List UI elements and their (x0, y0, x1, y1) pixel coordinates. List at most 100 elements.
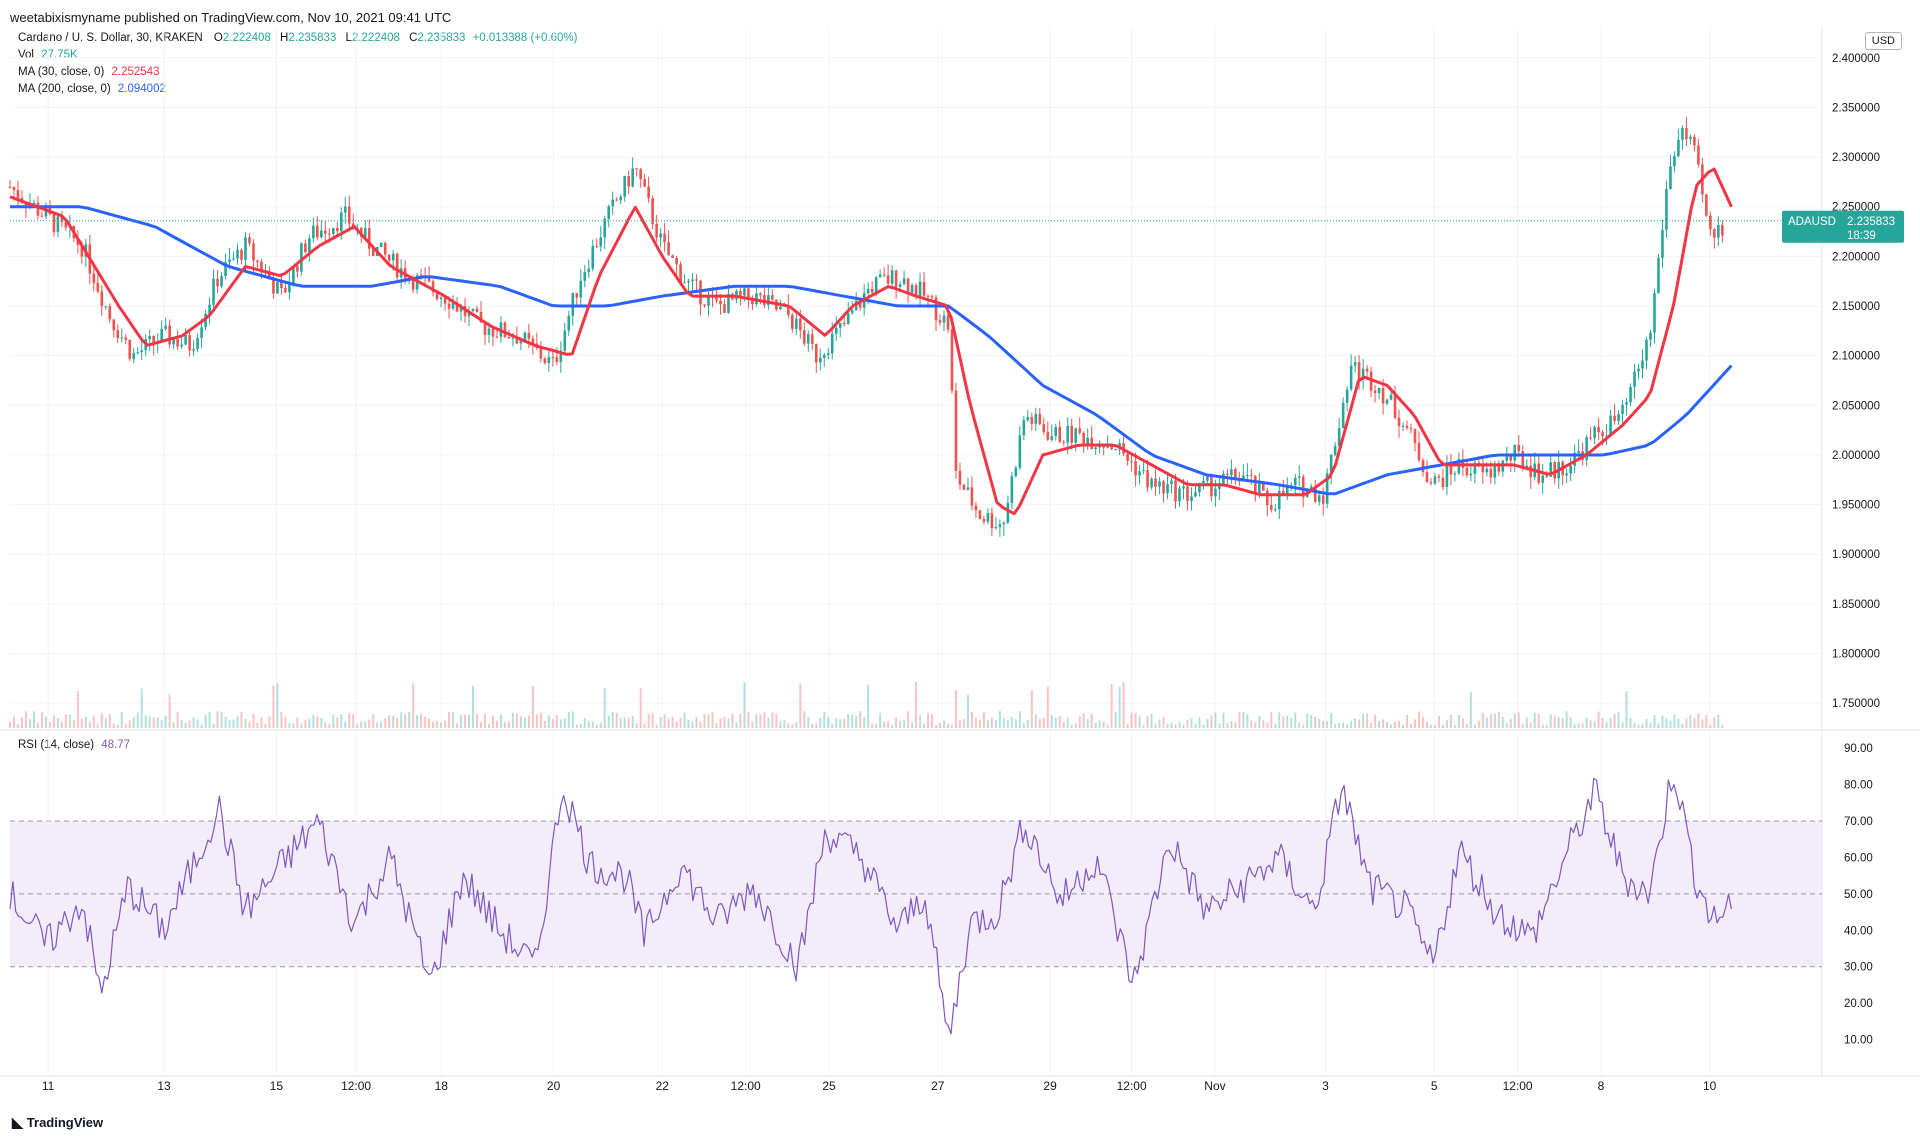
volume-bar (1118, 686, 1121, 728)
candle-body (24, 202, 28, 208)
candle-body (1605, 435, 1608, 437)
price-tick-label: 2.250000 (1832, 202, 1880, 214)
ma30-value: 2.252543 (111, 66, 160, 78)
candle-body (268, 271, 271, 280)
candle-body (663, 233, 666, 243)
candle-body (1086, 437, 1089, 445)
candle-body (982, 518, 986, 522)
candle-body (220, 275, 223, 287)
candle-body (1074, 428, 1078, 443)
candle-body (192, 349, 195, 351)
candle-body (878, 274, 882, 278)
candle-body (579, 280, 583, 298)
candle-body (523, 332, 527, 341)
volume-bar (775, 713, 778, 728)
symbol-name[interactable]: Cardano / U. S. Dollar, 30, KRAKEN (18, 32, 203, 44)
time-tick-label: Nov (1204, 1079, 1225, 1093)
candle-body (902, 278, 906, 285)
candle-body (172, 339, 175, 345)
candle-body (834, 327, 838, 334)
volume-bar (1641, 723, 1644, 728)
candle-body (495, 336, 499, 338)
candle-body (1649, 332, 1652, 340)
volume-bar (1214, 712, 1217, 728)
candle-body (236, 249, 239, 259)
candle-body (974, 505, 978, 511)
candle-body (954, 390, 958, 471)
candle-body (842, 323, 846, 325)
candle-body (1285, 485, 1289, 496)
volume-bar (1609, 718, 1612, 728)
candle-body (124, 337, 128, 341)
volume-bar (1254, 722, 1257, 728)
price-tick-label: 1.750000 (1832, 698, 1880, 710)
candle-body (1273, 509, 1277, 511)
candle-body (715, 296, 718, 301)
candle-body (994, 527, 998, 529)
volume-bar (1537, 713, 1540, 728)
volume-bar (986, 720, 989, 728)
volume-bar (220, 712, 223, 728)
volume-bar (1645, 719, 1648, 728)
candle-body (395, 253, 399, 278)
candle-body (1549, 462, 1553, 477)
price-badge-ticker: ADAUSD (1788, 216, 1836, 228)
volume-bar (256, 722, 259, 728)
candle-body (1713, 229, 1716, 238)
volume-bar (192, 717, 195, 728)
currency-button[interactable]: USD (1864, 32, 1902, 50)
volume-bar (348, 712, 351, 728)
volume-bar (611, 712, 614, 728)
volume-bar (755, 714, 758, 728)
candle-body (483, 322, 487, 335)
volume-bar (623, 717, 626, 728)
volume-bar (675, 721, 678, 728)
volume-bar (240, 712, 243, 728)
volume-bar (1150, 713, 1153, 728)
candle-body (1493, 465, 1497, 478)
volume-bar (152, 717, 155, 728)
volume-bar (1629, 717, 1632, 728)
candle-body (1337, 428, 1341, 447)
volume-bar (252, 713, 255, 728)
volume-bar (931, 714, 934, 728)
candle-body (1685, 128, 1688, 140)
volume-bar (603, 688, 606, 728)
candle-body (1102, 445, 1105, 448)
volume-bar (1138, 715, 1141, 728)
candle-body (894, 270, 898, 287)
candle-body (387, 254, 391, 261)
volume-bar (911, 722, 914, 728)
volume-bar (1521, 724, 1524, 728)
candle-body (248, 237, 251, 244)
volume-bar (1226, 722, 1229, 728)
rsi-tick-label: 20.00 (1844, 998, 1873, 1010)
candle-body (459, 305, 463, 312)
candle-body (679, 264, 682, 283)
candle-body (16, 190, 20, 199)
ma200-legend[interactable]: MA (200, close, 0) 2.094002 (18, 81, 166, 98)
volume-bar (567, 711, 570, 728)
volume-bar (1581, 723, 1584, 728)
volume-bar (1098, 720, 1101, 728)
candle-body (128, 340, 132, 359)
candle-body (1301, 476, 1305, 498)
candle-body (898, 284, 902, 287)
candle-body (1162, 481, 1165, 494)
volume-bar (1445, 720, 1448, 728)
volume-bar (1649, 723, 1652, 728)
candle-body (603, 218, 607, 238)
time-tick-label: 3 (1322, 1079, 1329, 1093)
volume-bar (771, 712, 774, 728)
candle-body (1146, 470, 1149, 488)
volume-bar (819, 718, 822, 728)
candle-body (1266, 490, 1269, 506)
volume-bar (1613, 713, 1616, 728)
volume-bar (324, 722, 327, 728)
ma30-legend[interactable]: MA (30, close, 0) 2.252543 (18, 64, 159, 81)
volume-bar (404, 713, 407, 728)
candle-body (1697, 145, 1700, 165)
rsi-legend[interactable]: RSI (14, close) 48.77 (18, 737, 130, 754)
candle-body (1401, 425, 1405, 427)
